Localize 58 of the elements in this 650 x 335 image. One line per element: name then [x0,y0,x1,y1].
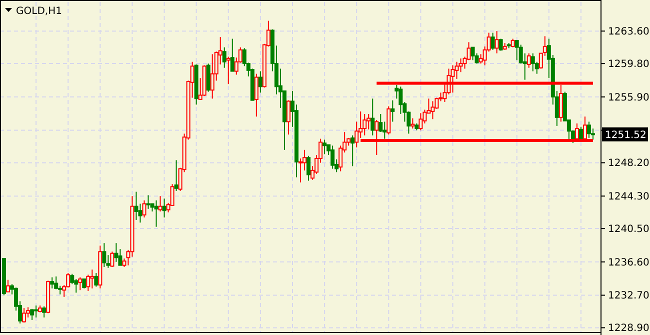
y-tick-label: 1259.80 [608,59,650,70]
candlestick [210,54,214,100]
candlestick [102,242,106,268]
candlestick [390,100,395,122]
candlestick [82,278,86,289]
candlestick [490,32,495,50]
candlestick [30,308,34,321]
candlestick [306,155,311,182]
candlestick [286,100,290,136]
candlestick [254,73,258,118]
candlestick [258,70,262,94]
candlestick [514,40,519,61]
candlestick [526,52,531,68]
chart-title: GOLD,H1 [16,6,62,17]
y-tick-label: 1232.70 [608,290,650,302]
candlestick [162,198,166,218]
candlestick [222,46,226,68]
text: 1251.52 [605,130,646,141]
candlestick [146,194,150,210]
candlestick [586,121,591,138]
candlestick [42,306,46,318]
candlestick [322,139,327,155]
candlestick [22,308,26,324]
candlestick [386,106,391,136]
candlestick [74,278,78,294]
candlestick [90,269,94,289]
candlestick [50,276,54,289]
y-tick-label: 1228.90 [608,323,650,334]
candlestick [362,113,367,136]
candlestick [78,276,82,291]
candlestick [350,134,355,167]
candlestick [530,52,535,72]
y-tick-label: 1244.30 [608,192,650,203]
candlestick [94,272,98,288]
y-tick-label: 1255.90 [608,92,650,104]
candlestick [134,191,138,221]
candlestick [114,242,118,262]
candlestick [110,251,114,268]
y-tick-label: 1263.60 [608,26,650,38]
y-tick-label: 1248.20 [608,158,650,170]
y-tick-label: 1240.50 [608,224,650,236]
candlestick [370,98,375,136]
y-tick-label: 1236.60 [608,257,650,268]
candlestick [158,196,162,212]
candlestick [174,160,178,192]
candlestick [430,100,435,120]
candlestick [330,145,335,170]
candlestick [418,112,423,131]
candlestick [230,38,234,72]
candlestick [34,304,38,318]
candlestick [578,126,583,140]
candlestick [470,46,475,61]
candlestick [226,56,230,85]
candlestick [154,200,158,228]
candlestick [494,30,499,54]
candlestick [410,118,415,130]
candlestick [6,279,10,292]
candlestick [142,200,146,218]
